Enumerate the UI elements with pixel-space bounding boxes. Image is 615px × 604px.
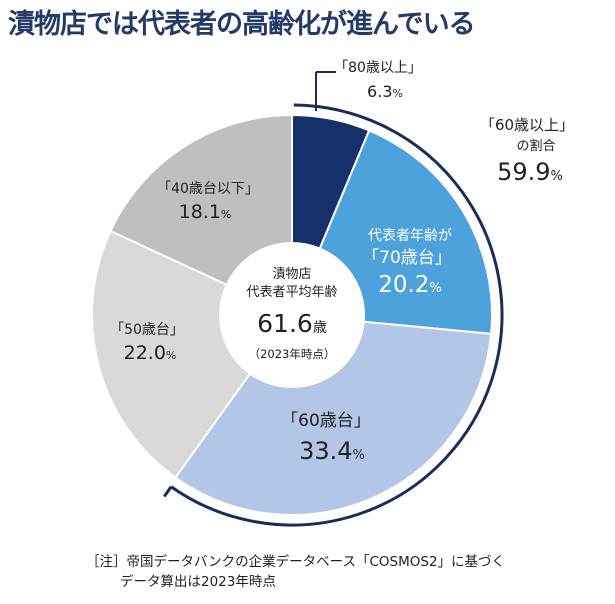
bracket-label-number: 59.9 xyxy=(497,158,550,186)
label-80-name: 「80歳以上」 xyxy=(334,60,422,76)
center-label-line1: 漬物店 xyxy=(272,267,311,282)
slice-2 xyxy=(174,313,493,516)
center-value-number: 61.6 xyxy=(257,309,313,338)
label-40-unit: % xyxy=(221,208,231,221)
label-50-name: 「50歳台」 xyxy=(110,322,184,338)
label-50-unit: % xyxy=(166,349,176,362)
label-80-value: 6.3% xyxy=(367,82,403,101)
donut-hole xyxy=(219,242,365,388)
label-70-value: 20.2% xyxy=(378,272,442,298)
center-year: （2023年時点） xyxy=(249,347,336,361)
label-60-value: 33.4% xyxy=(299,437,365,465)
chart-title: 漬物店では代表者の高齢化が進んでいる xyxy=(8,9,476,40)
bracket-label-unit: % xyxy=(551,169,563,184)
label-40-number: 18.1 xyxy=(179,201,221,223)
label-60-name: 「60歳台」 xyxy=(281,411,371,431)
sixty-plus-bracket-tick xyxy=(162,485,173,498)
label-40-name: 「40歳台以下」 xyxy=(157,181,259,197)
label-80-unit: % xyxy=(393,87,403,100)
footnote: ［注］帝国データバンクの企業データベース「COSMOS2」に基づく データ算出は… xyxy=(86,552,505,592)
label-50-value: 22.0% xyxy=(124,342,177,364)
label-80-number: 6.3 xyxy=(367,82,392,101)
footnote-line2: データ算出は2023年時点 xyxy=(120,574,276,590)
footnote-line1: ［注］帝国データバンクの企業データベース「COSMOS2」に基づく xyxy=(86,554,506,570)
bracket-label-line2: の割合 xyxy=(516,138,555,154)
label-70-unit: % xyxy=(429,281,441,296)
sixty-plus-bracket-arc xyxy=(170,103,504,527)
label-50-number: 22.0 xyxy=(124,342,166,364)
label-40-value: 18.1% xyxy=(179,201,232,223)
label-70-top: 代表者年齢が xyxy=(368,228,452,244)
label-60-unit: % xyxy=(353,448,365,463)
label-70-name: 「70歳台」 xyxy=(362,248,452,268)
label-70-number: 20.2 xyxy=(378,272,429,298)
bracket-label-line1: 「60歳以上」 xyxy=(480,116,574,134)
center-label-line2: 代表者平均年齢 xyxy=(246,285,337,300)
center-value-unit: 歳 xyxy=(313,320,327,336)
label-60-number: 33.4 xyxy=(299,437,352,465)
bracket-label-value: 59.9% xyxy=(497,158,563,186)
center-value: 61.6歳 xyxy=(257,309,327,338)
